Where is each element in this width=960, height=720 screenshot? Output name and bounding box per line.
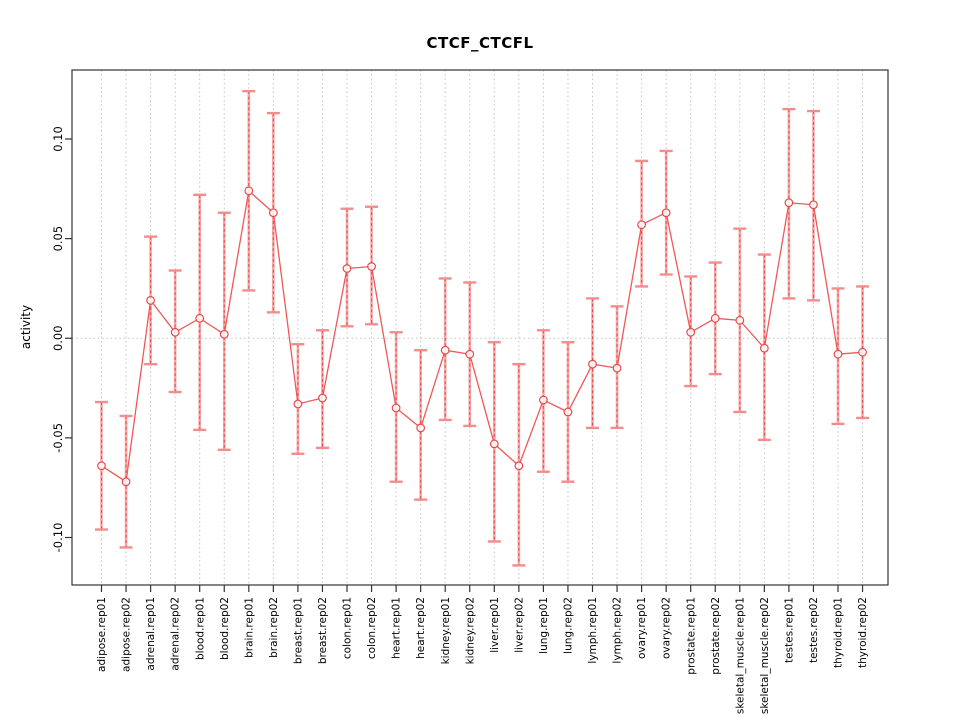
- x-tick-label: skeletal_muscle.rep01: [734, 597, 746, 714]
- x-tick-label: breast.rep02: [317, 597, 329, 664]
- x-tick-label: colon.rep01: [342, 597, 354, 659]
- data-point-marker: [195, 313, 205, 323]
- x-tick-label: ovary.rep02: [661, 597, 673, 659]
- x-tick-label: brain.rep02: [268, 597, 280, 658]
- x-tick-label: adipose.rep01: [96, 597, 108, 672]
- data-point-marker: [661, 208, 671, 218]
- y-tick-label: 0.05: [51, 226, 65, 252]
- data-point-marker: [121, 477, 131, 487]
- data-point-marker: [440, 345, 450, 355]
- data-point-marker: [858, 347, 867, 357]
- x-tick-label: lung.rep02: [563, 597, 575, 654]
- data-point-marker: [293, 399, 303, 409]
- x-tick-label: liver.rep02: [513, 597, 525, 653]
- data-point-marker: [735, 315, 745, 325]
- data-point-marker: [612, 363, 622, 373]
- data-point-marker: [219, 329, 229, 339]
- y-axis-label: activity: [19, 304, 33, 350]
- data-point-marker: [342, 264, 352, 273]
- data-point-marker: [759, 343, 769, 353]
- x-tick-label: thyroid.rep01: [833, 597, 845, 668]
- data-point-marker: [563, 407, 573, 417]
- plot-border: [71, 69, 889, 586]
- x-tick-label: prostate.rep02: [710, 597, 722, 675]
- data-point-marker: [367, 262, 376, 271]
- data-point-marker: [686, 327, 696, 337]
- data-point-marker: [391, 403, 401, 413]
- data-point-marker: [833, 349, 843, 359]
- x-tick-label: blood.rep02: [219, 597, 231, 660]
- x-tick-label: testes.rep02: [808, 597, 820, 663]
- data-point-marker: [514, 461, 524, 471]
- x-tick-label: adrenal.rep02: [170, 597, 182, 671]
- x-tick-label: skeletal_muscle.rep02: [759, 597, 771, 714]
- data-point-marker: [539, 395, 548, 405]
- x-tick-label: blood.rep01: [194, 597, 206, 660]
- x-tick-label: testes.rep01: [783, 597, 795, 663]
- x-tick-label: brain.rep01: [243, 597, 255, 658]
- x-tick-label: thyroid.rep02: [857, 597, 869, 668]
- x-tick-label: breast.rep01: [292, 597, 304, 664]
- data-point-marker: [244, 186, 254, 196]
- x-tick-label: adipose.rep02: [121, 597, 133, 672]
- x-tick-label: adrenal.rep01: [145, 597, 157, 671]
- x-tick-label: lymph.rep02: [612, 597, 624, 664]
- x-tick-label: kidney.rep02: [464, 597, 476, 664]
- data-point-marker: [637, 220, 646, 230]
- data-point-marker: [416, 423, 426, 433]
- data-point-marker: [588, 359, 597, 369]
- data-point-marker: [784, 198, 794, 208]
- y-tick-label: -0.05: [51, 423, 65, 453]
- x-tick-label: heart.rep02: [415, 597, 427, 659]
- data-point-marker: [710, 313, 720, 323]
- data-point-marker: [268, 208, 278, 218]
- y-tick-label: 0.00: [51, 325, 65, 351]
- data-point-marker: [170, 327, 180, 337]
- data-point-marker: [465, 349, 475, 359]
- series-line: [101, 189, 863, 483]
- data-point-marker: [97, 461, 106, 471]
- x-tick-label: heart.rep01: [391, 597, 403, 659]
- x-tick-label: liver.rep01: [489, 597, 501, 653]
- data-point-marker: [489, 439, 499, 449]
- x-tick-label: colon.rep02: [366, 597, 378, 659]
- data-point-marker: [146, 295, 156, 305]
- x-tick-label: ovary.rep01: [636, 597, 648, 659]
- data-point-marker: [318, 393, 327, 403]
- x-tick-label: lung.rep01: [538, 597, 550, 654]
- data-point-marker: [809, 200, 818, 210]
- x-tick-label: lymph.rep01: [587, 597, 599, 664]
- x-tick-label: prostate.rep01: [685, 597, 697, 675]
- y-tick-label: 0.10: [51, 126, 65, 152]
- plot-title: CTCF_CTCFL: [426, 34, 534, 52]
- y-tick-label: -0.10: [51, 523, 65, 553]
- x-tick-label: kidney.rep01: [440, 597, 452, 664]
